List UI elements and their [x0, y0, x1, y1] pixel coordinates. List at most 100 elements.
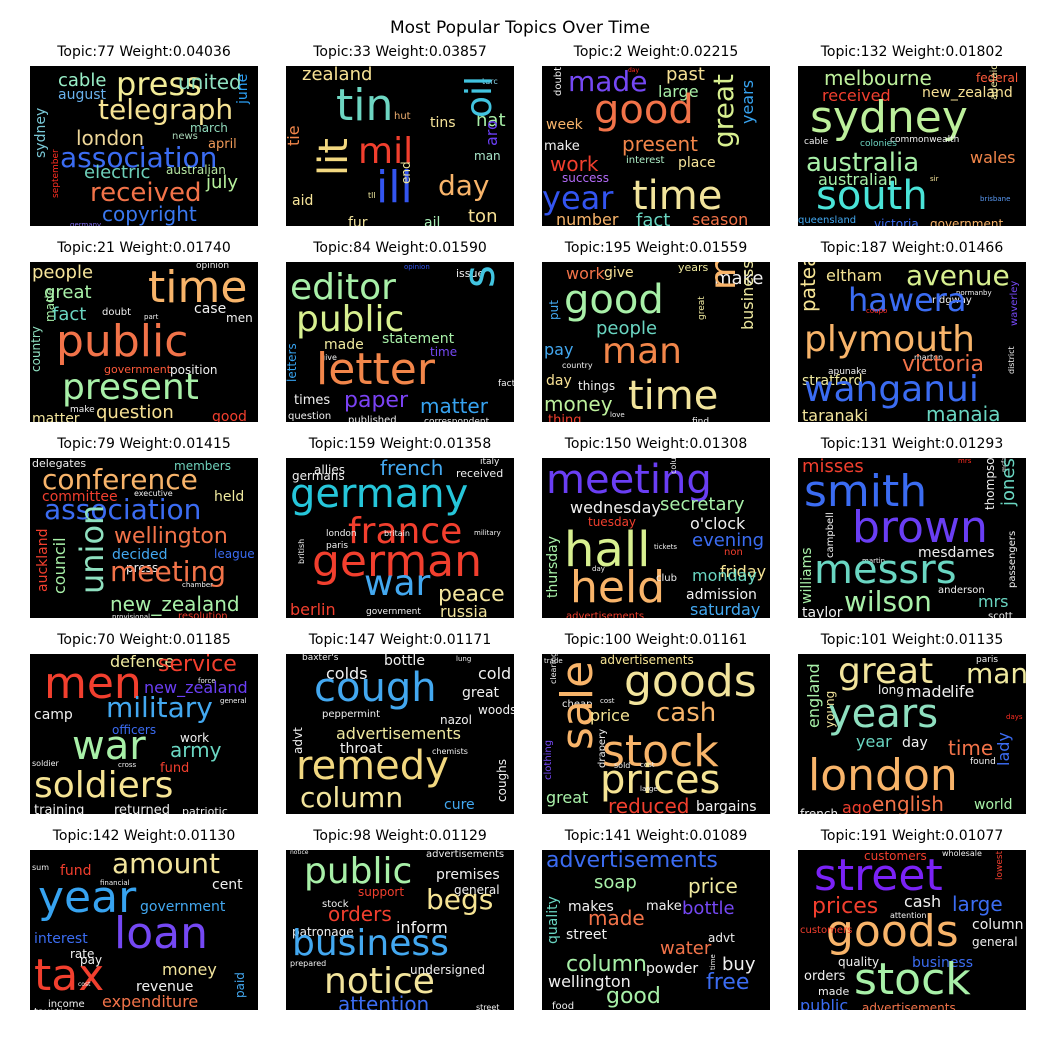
cloud-word: adelaide	[989, 66, 1000, 100]
cloud-word: street	[476, 1003, 500, 1011]
cloud-word: income	[48, 999, 85, 1010]
cloud-word: peace	[438, 582, 505, 607]
cloud-word: queensland	[798, 215, 857, 226]
wordcloud-panel: baxter's bottle lung colds cold cough great pep…	[286, 654, 514, 814]
cloud-word: thing	[548, 413, 582, 422]
cloud-word: paris	[976, 655, 999, 665]
cloud-word: australian	[166, 163, 226, 177]
cloud-word: telegraph	[98, 93, 234, 126]
cloud-word: advertisements	[600, 654, 694, 667]
cloud-word: sold	[614, 761, 631, 770]
cloud-word: britain	[384, 529, 410, 538]
cloud-word: anderson	[938, 585, 985, 596]
cloud-word: cable	[58, 70, 107, 91]
wordcloud-panel: made day past large good doubt years great week p…	[542, 66, 770, 226]
cloud-word: pay	[544, 340, 574, 359]
cloud-word: wholesale	[942, 850, 982, 858]
cloud-word: members	[174, 459, 231, 473]
cloud-word: large	[658, 82, 699, 101]
wordcloud-panel: melbourne federal received new_zealand sydne…	[798, 66, 1026, 226]
cloud-word: past	[666, 66, 705, 85]
panel-title: Topic:79 Weight:0.01415	[57, 436, 231, 452]
cloud-word: price	[688, 874, 738, 898]
cloud-word: letters	[286, 343, 299, 382]
cloud-word: september	[51, 149, 61, 198]
panel-title: Topic:2 Weight:0.02215	[573, 44, 739, 60]
cloud-word: force	[198, 677, 216, 685]
cloud-word: victoria	[902, 352, 984, 377]
cloud-word: wanganui	[804, 369, 979, 410]
panel-title: Topic:33 Weight:0.03857	[313, 44, 487, 60]
cloud-word: day	[438, 169, 490, 202]
cloud-word: prepared	[290, 959, 327, 968]
cloud-word: paid	[233, 972, 247, 998]
cloud-word: returned	[114, 803, 170, 814]
cloud-word: remedy	[296, 743, 449, 789]
cloud-word: wilson	[844, 585, 932, 618]
cloud-word: throat	[340, 741, 383, 757]
cloud-word: cost	[78, 981, 91, 988]
cloud-word: delegates	[32, 458, 87, 470]
cloud-word: undersigned	[410, 963, 485, 977]
cloud-word: hat	[476, 110, 506, 131]
cloud-word: aid	[292, 193, 314, 209]
cloud-word: fund	[160, 761, 190, 776]
cloud-word: money	[162, 960, 217, 979]
cloud-word: goods	[624, 656, 757, 707]
wordcloud-panel: sum fund amount financial cent year loan govern…	[30, 850, 258, 1010]
cloud-word: loan	[114, 908, 208, 959]
cloud-word: matter	[420, 394, 488, 418]
cloud-word: customers	[800, 925, 853, 936]
cloud-word: cable	[804, 137, 829, 147]
cloud-word: stratford	[802, 373, 863, 389]
cloud-word: years	[678, 262, 709, 274]
cloud-word: free	[706, 970, 750, 995]
cloud-word: great	[462, 685, 500, 701]
cloud-word: soldiers	[34, 765, 174, 806]
cloud-word: sydney	[33, 107, 49, 158]
cloud-word: begs	[426, 883, 494, 916]
cloud-word: london	[326, 529, 357, 539]
cloud-word: put	[547, 300, 561, 320]
cloud-word: day	[546, 373, 572, 389]
cloud-word: case	[194, 301, 227, 317]
cloud-word: thursday	[545, 535, 561, 598]
panel-title: Topic:100 Weight:0.01161	[564, 632, 748, 648]
wordcloud-panel: england great paris man young long made life yea…	[798, 654, 1026, 814]
cloud-word: public	[304, 851, 413, 892]
cloud-word: large	[952, 892, 1003, 916]
cloud-word: committee	[42, 489, 118, 505]
cloud-word: australia	[806, 148, 920, 178]
cloud-word: received	[90, 178, 202, 208]
cloud-word: advertisements	[426, 850, 505, 860]
cloud-word: support	[358, 885, 405, 899]
cloud-word: hawera	[848, 281, 967, 319]
cloud-word: mrs	[978, 592, 1009, 611]
cloud-word: eltham	[826, 266, 883, 285]
cloud-word: good	[564, 277, 664, 323]
cloud-word: price	[590, 706, 630, 725]
cloud-word: premises	[436, 867, 500, 883]
cloud-word: season	[692, 210, 749, 227]
cloud-word: street	[814, 850, 943, 901]
cloud-word: commonwealth	[890, 135, 960, 145]
cloud-word: number	[556, 210, 619, 227]
cloud-word: made	[818, 985, 850, 998]
cloud-word: patea	[798, 262, 820, 312]
cloud-word: love	[610, 411, 625, 419]
cloud-word: government	[104, 363, 172, 376]
cloud-word: success	[562, 171, 609, 185]
panel-title: Topic:195 Weight:0.01559	[564, 240, 748, 256]
cloud-word: apunake	[828, 367, 867, 377]
cloud-word: advertisements	[566, 611, 645, 619]
cloud-word: normanby	[956, 289, 992, 297]
cloud-word: melbourne	[824, 66, 932, 90]
cloud-word: aro	[482, 120, 501, 146]
cloud-word: business	[292, 923, 449, 964]
cloud-word: great	[546, 788, 589, 807]
cloud-word: ail	[424, 215, 441, 226]
cloud-word: work	[566, 264, 605, 283]
panel-title: Topic:70 Weight:0.01185	[57, 632, 231, 648]
cloud-word: find	[692, 417, 710, 423]
